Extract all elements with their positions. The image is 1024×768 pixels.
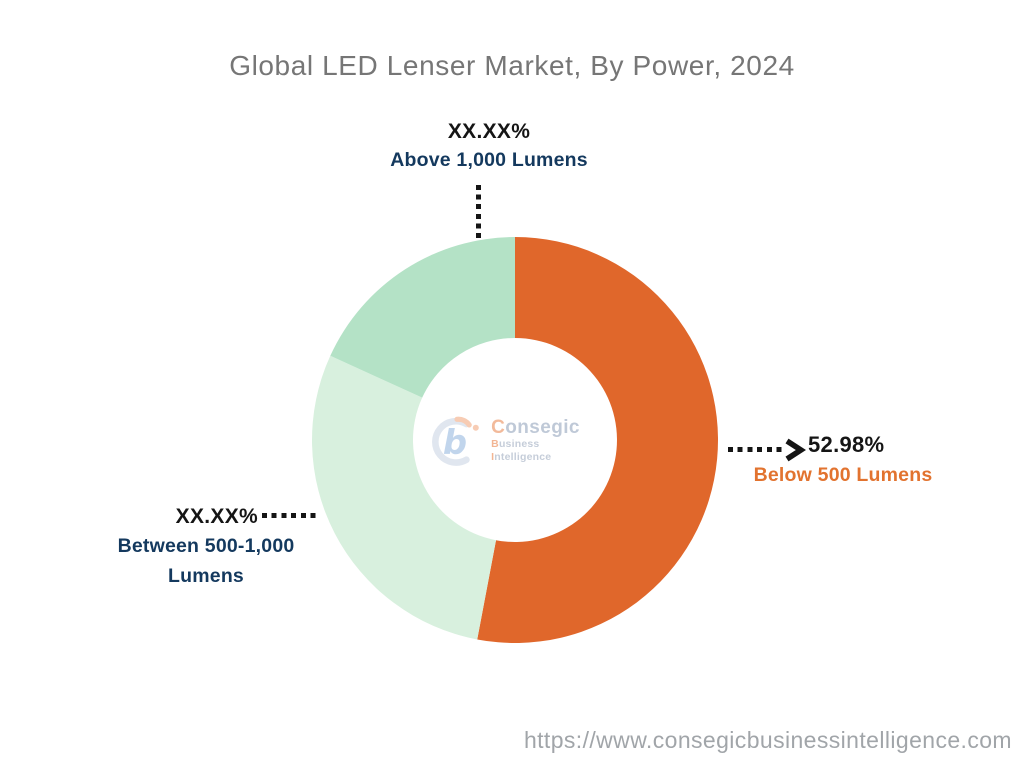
callout-above-1000-lumens: XX.XX% Above 1,000 Lumens (344, 120, 634, 172)
segment-label-below-500: Below 500 Lumens (753, 464, 933, 486)
donut-segment-between-500-1-000-lumens (312, 355, 497, 640)
watermark-logo: b Consegic Business Intelligence (426, 410, 596, 470)
chart-title: Global LED Lenser Market, By Power, 2024 (229, 50, 795, 81)
leader-line-above-1000 (476, 185, 481, 238)
leader-line-below-500 (728, 447, 785, 452)
segment-value-above-1000: XX.XX% (447, 120, 531, 143)
segment-value-between-500-1000: XX.XX% (175, 505, 258, 528)
leader-line-between-500-1000 (262, 513, 318, 518)
watermark-subtitle: Business Intelligence (491, 437, 552, 463)
donut-segment-below-500-lumens (477, 237, 719, 643)
svg-text:b: b (443, 423, 467, 462)
footer-url: https://www.consegicbusinessintelligence… (523, 727, 1012, 753)
watermark-text: Consegic Business Intelligence (491, 417, 596, 464)
donut-segment-above-1-000-lumens (330, 237, 515, 398)
consegic-b-logo-icon: b (432, 416, 479, 466)
watermark-brand: Consegic (491, 416, 580, 438)
segment-value-below-500: 52.98% (808, 432, 885, 457)
segment-label-between-500-1000: Between 500-1,000 Lumens (117, 535, 295, 587)
arrowhead-icon (785, 438, 806, 462)
segment-label-above-1000: Above 1,000 Lumens (390, 149, 588, 171)
